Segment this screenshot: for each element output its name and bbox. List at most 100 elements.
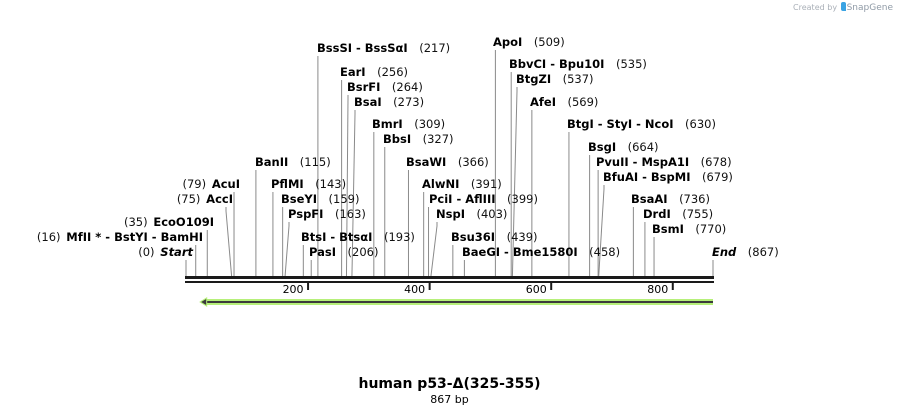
enzyme-position: (35) [124,215,148,229]
enzyme-name: EcoO109I [153,215,214,229]
site-connector [598,188,605,277]
enzyme-position: (867) [747,245,779,259]
enzyme-position: (193) [383,230,415,244]
enzyme-position: (664) [627,140,659,154]
enzyme-site-label[interactable]: (35) EcoO109I [124,215,214,229]
enzyme-position: (75) [176,192,201,206]
enzyme-name: EarI [340,65,366,79]
axis-tick-label: 600 [525,283,547,296]
enzyme-site-label[interactable]: (16) MfII * - BstYI - BamHI [37,230,203,244]
enzyme-name: BsaAI [631,192,668,206]
enzyme-name: BbsI [383,132,412,146]
enzyme-position: (535) [615,57,647,71]
enzyme-site-label[interactable]: End (867) [712,245,779,259]
enzyme-site-label[interactable]: AfeI (569) [530,95,598,109]
enzyme-position: (309) [414,117,446,131]
map-length: 867 bp [430,393,469,406]
axis-tick [671,283,674,290]
enzyme-site-label[interactable]: BsaI (273) [354,95,424,109]
enzyme-site-label[interactable]: (79) AcuI [182,177,240,191]
enzyme-site-label[interactable]: NspI (403) [436,207,507,221]
enzyme-position: (256) [377,65,409,79]
site-connector [284,225,290,277]
enzyme-position: (366) [457,155,489,169]
enzyme-position: (537) [562,72,594,86]
enzyme-position: (458) [589,245,621,259]
credit-prefix: Created by [793,3,838,12]
enzyme-name: BbvCI - Bpu10I [509,57,605,71]
enzyme-position: (755) [682,207,714,221]
enzyme-position: (736) [679,192,710,206]
enzyme-site-label[interactable]: PasI (206) [309,245,378,259]
enzyme-site-label[interactable]: PciI - AflIII (399) [429,192,538,206]
enzyme-site-label[interactable]: AlwNI (391) [422,177,502,191]
enzyme-site-label[interactable]: BsaWI (366) [406,155,489,169]
axis-tick [428,283,431,290]
enzyme-site-label[interactable]: DrdI (755) [643,207,713,221]
enzyme-name: BfuAI - BspMI [603,170,691,184]
enzyme-name: PasI [309,245,337,259]
enzyme-position: (569) [567,95,599,109]
enzyme-site-label[interactable]: BtgZI (537) [516,72,594,86]
enzyme-name: BseYI [281,192,318,206]
enzyme-site-label[interactable]: BbsI (327) [383,132,454,146]
enzyme-name: PciI - AflIII [429,192,496,206]
enzyme-position: (79) [182,177,207,191]
enzyme-position: (679) [701,170,733,184]
enzyme-site-label[interactable]: EarI (256) [340,65,408,79]
enzyme-site-label[interactable]: BsrFI (264) [347,80,423,94]
site-connector [345,98,349,277]
enzyme-name: AccI [206,192,233,206]
enzyme-site-label[interactable]: BmrI (309) [372,117,445,131]
enzyme-position: (163) [334,207,366,221]
enzyme-site-label[interactable]: BsaAI (736) [631,192,710,206]
enzyme-site-label[interactable]: BbvCI - Bpu10I (535) [509,57,647,71]
enzyme-position: (0) [138,245,155,259]
enzyme-name: BsmI [652,222,684,236]
enzyme-name: AfeI [530,95,556,109]
enzyme-name: BssSI - BssSαI [317,41,408,55]
enzyme-site-label[interactable]: PvuII - MspA1I (678) [596,155,732,169]
enzyme-position: (206) [347,245,379,259]
axis-tick-label: 200 [282,283,304,296]
enzyme-position: (264) [391,80,423,94]
enzyme-name: BtgZI [516,72,552,86]
enzyme-site-label[interactable]: (75) AccI [177,192,233,206]
snapgene-credit[interactable]: Created by SnapGene [793,2,893,13]
enzyme-name: MfII * - BstYI - BamHI [66,230,203,244]
enzyme-site-label[interactable]: (0) Start [138,245,193,259]
enzyme-position: (399) [507,192,538,206]
enzyme-name: Start [160,245,193,259]
enzyme-site-label[interactable]: PflMI (143) [271,177,346,191]
enzyme-site-label[interactable]: PspFI (163) [288,207,366,221]
enzyme-name: Bsu36I [451,230,496,244]
backbone-top-strand [185,276,714,279]
enzyme-position: (327) [422,132,454,146]
enzyme-position: (273) [393,95,425,109]
axis-tick [307,283,310,290]
enzyme-name: BsaWI [406,155,447,169]
enzyme-site-label[interactable]: BsmI (770) [652,222,726,236]
enzyme-name: BsgI [588,140,617,154]
enzyme-site-label[interactable]: ApoI (509) [493,35,565,49]
enzyme-name: PflMI [271,177,304,191]
axis-tick-label: 800 [647,283,669,296]
site-connector [225,210,233,277]
enzyme-site-label[interactable]: BtgI - StyI - NcoI (630) [567,117,716,131]
enzyme-position: (403) [476,207,508,221]
enzyme-site-label[interactable]: BanII (115) [255,155,331,169]
enzyme-site-label[interactable]: BtsI - BtsαI (193) [301,230,415,244]
enzyme-site-label[interactable]: Bsu36I (439) [451,230,538,244]
enzyme-position: (770) [695,222,727,236]
enzyme-site-label[interactable]: BfuAI - BspMI (679) [603,170,733,184]
map-title: human p53-Δ(325-355) [358,376,541,392]
enzyme-name: NspI [436,207,465,221]
enzyme-site-label[interactable]: BseYI (159) [281,192,359,206]
enzyme-site-label[interactable]: BssSI - BssSαI (217) [317,41,450,55]
enzyme-name: End [712,245,737,259]
enzyme-position: (16) [36,230,61,244]
enzyme-name: PvuII - MspA1I [596,155,690,169]
enzyme-site-label[interactable]: BsgI (664) [588,140,659,154]
enzyme-site-label[interactable]: BaeGI - Bme1580I (458) [462,245,620,259]
